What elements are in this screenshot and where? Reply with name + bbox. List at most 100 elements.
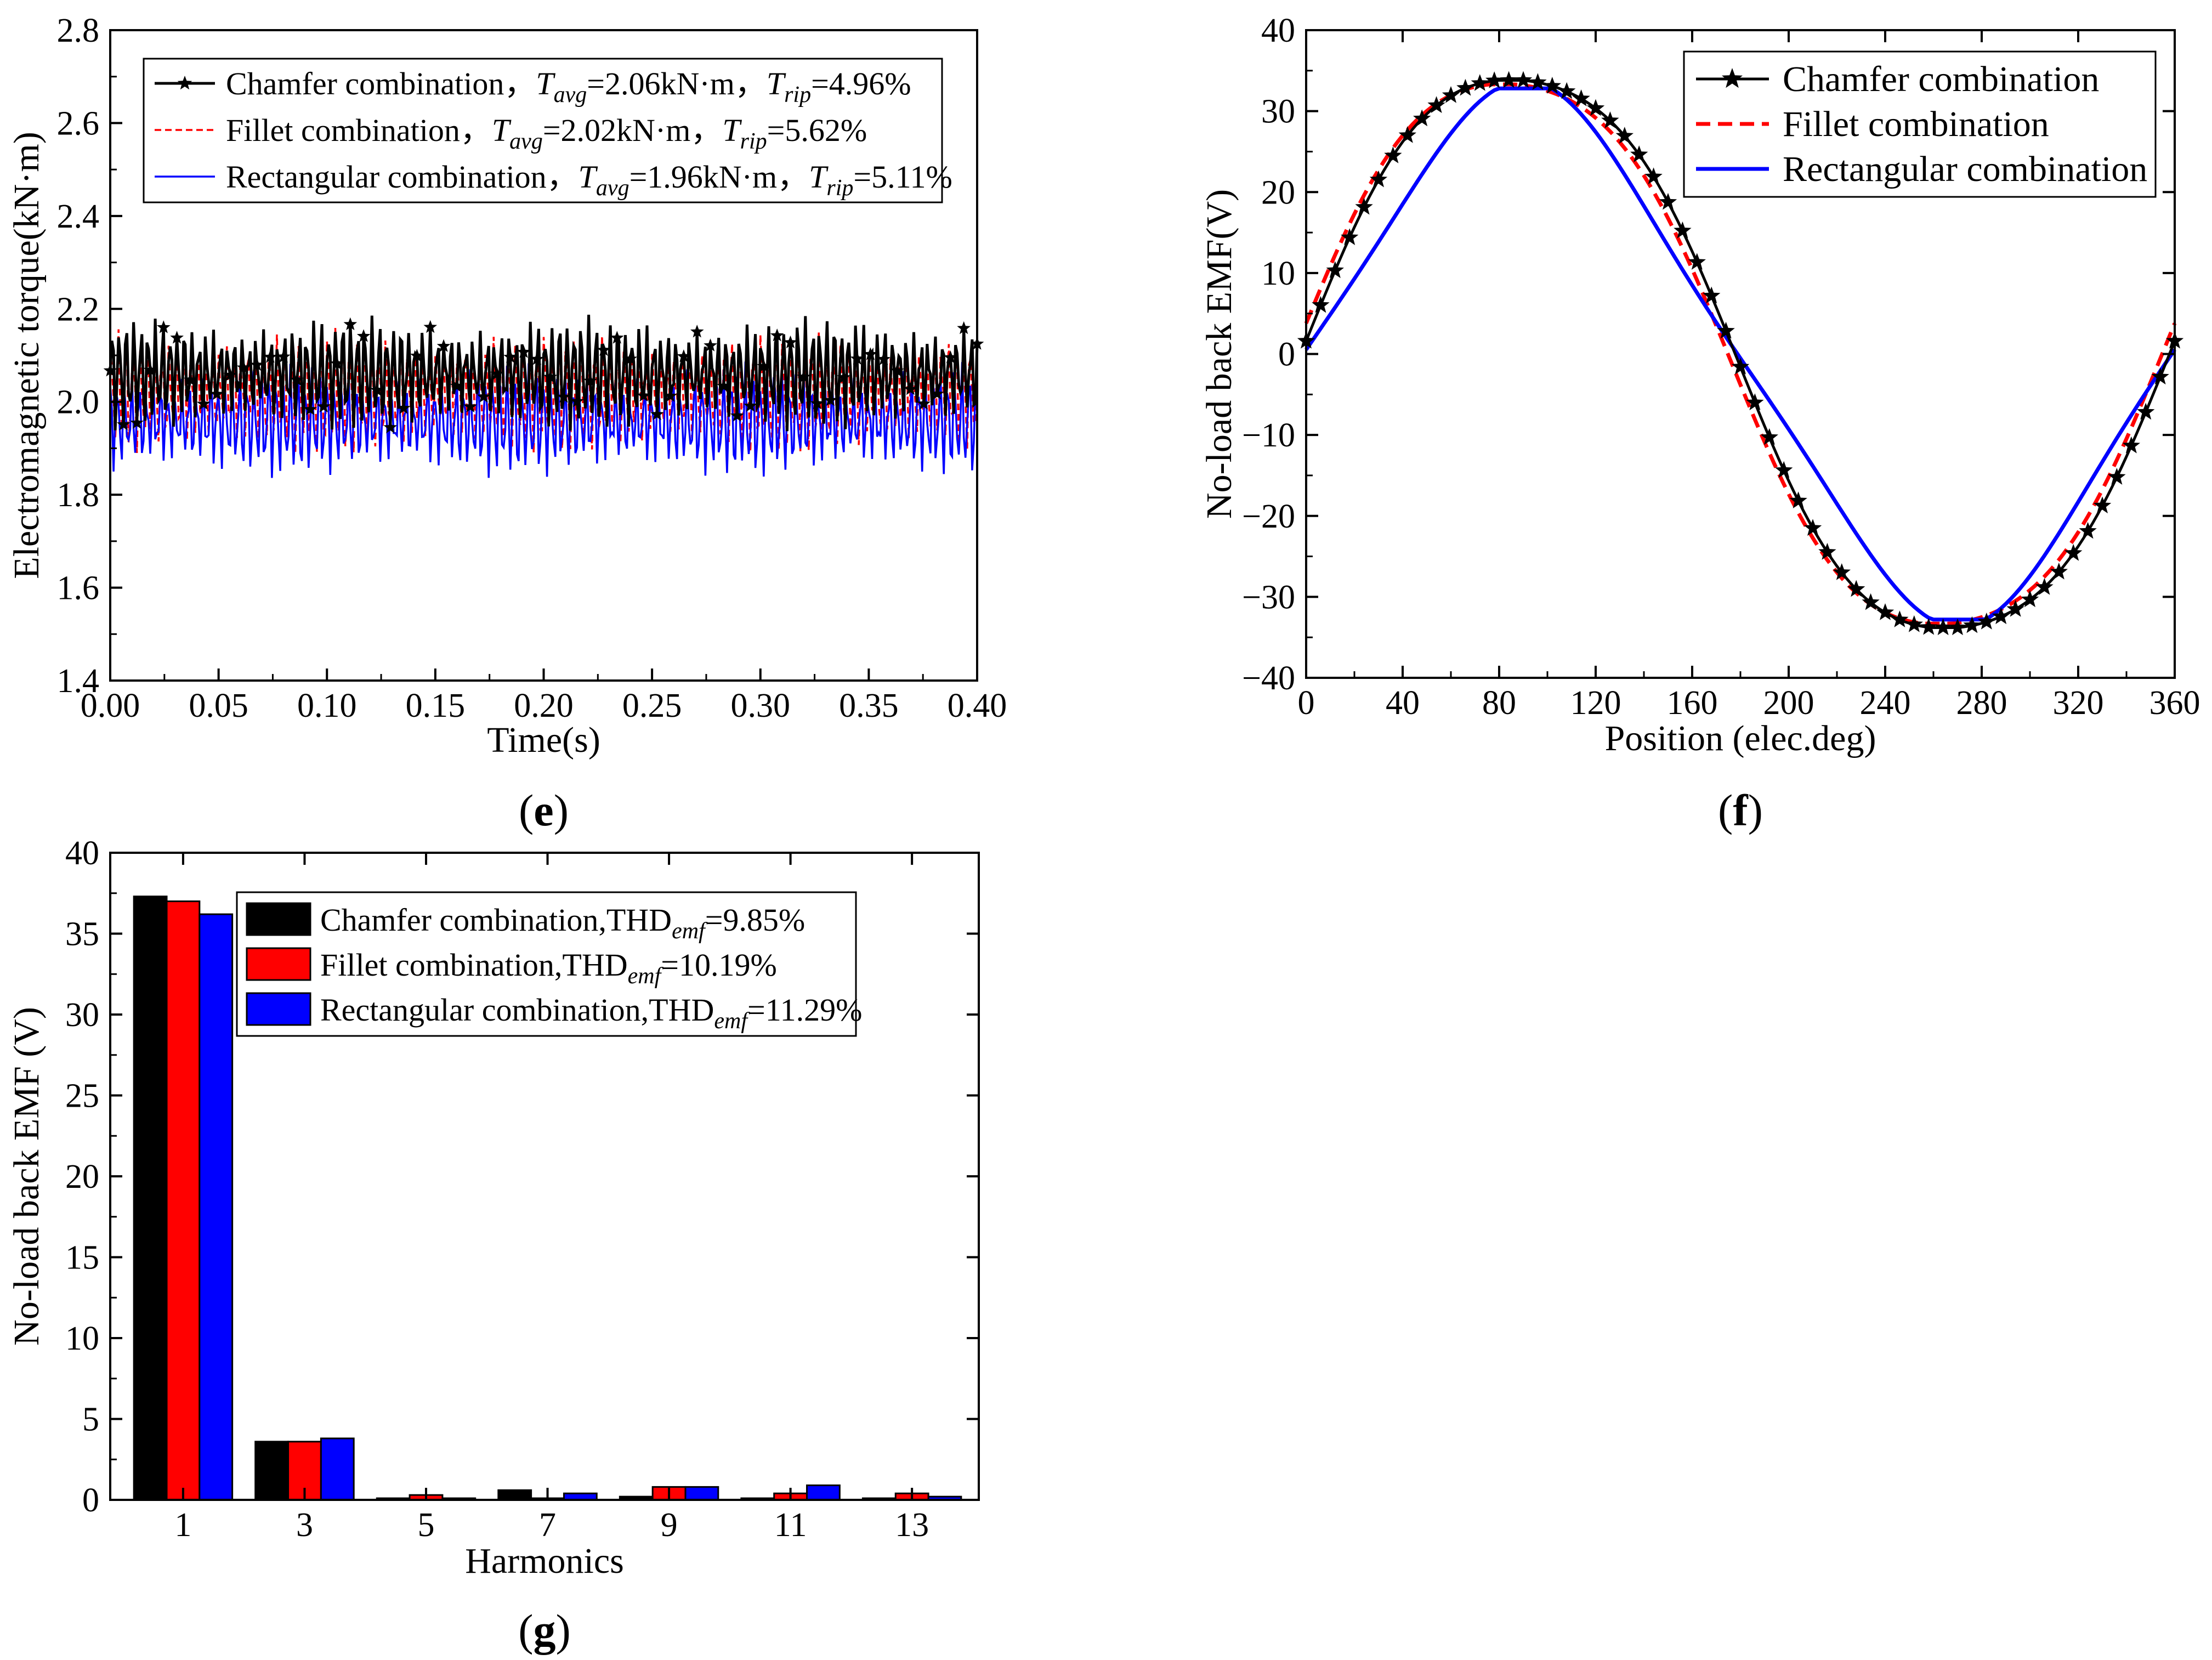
y-tick-label: 0 (82, 1482, 99, 1519)
y-tick-label: −30 (1242, 579, 1295, 616)
series-marker-chamfer (1905, 615, 1923, 632)
legend-series-name: Fillet combination,THD (320, 947, 628, 983)
series-marker-chamfer (1644, 167, 1663, 185)
y-tick-label: 30 (1261, 93, 1295, 131)
y-tick-label: 40 (65, 835, 99, 872)
panel-letter: e (534, 785, 553, 835)
series-marker-chamfer (436, 339, 451, 352)
series-marker-chamfer (2093, 496, 2112, 514)
series-marker-chamfer (637, 388, 651, 402)
x-tick-label: 0.40 (948, 687, 1007, 724)
legend-t-rip: T (722, 112, 742, 148)
series-marker-chamfer (210, 387, 224, 400)
series-marker-chamfer (1891, 610, 1909, 627)
series-marker-chamfer (316, 399, 331, 412)
series-marker-chamfer (1746, 393, 1764, 411)
series-marker-chamfer (1934, 618, 1952, 636)
series-marker-chamfer (170, 331, 184, 344)
series-marker-chamfer (864, 347, 877, 360)
y-tick-label: −40 (1242, 660, 1295, 697)
series-marker-chamfer (1659, 192, 1677, 210)
x-axis-label: Time(s) (487, 720, 600, 760)
series-marker-chamfer (2108, 468, 2126, 485)
legend-series-name: Rectangular combination,THD (320, 992, 714, 1028)
panel-paren-close: ) (554, 785, 569, 835)
legend-thd-sub: emf (672, 919, 708, 944)
series-marker-chamfer (1703, 286, 1721, 304)
series-marker-chamfer (2079, 522, 2097, 539)
legend-thd-value: =10.19% (661, 947, 777, 983)
series-marker-chamfer (1601, 111, 1619, 128)
legend-entry: Chamfer combination,THDemf=9.85% (320, 902, 805, 944)
x-tick-label: 320 (2053, 684, 2104, 722)
panel-letter: f (1733, 785, 1749, 835)
legend-box (236, 891, 857, 1037)
series-marker-chamfer (797, 370, 811, 383)
bar-rectangular-h9 (684, 1486, 719, 1501)
legend-entry: Rectangular combination,THDemf=11.29% (320, 992, 862, 1034)
series-marker-chamfer (1920, 617, 1938, 635)
y-tick-label: 2.8 (57, 12, 100, 49)
series-marker-chamfer (196, 396, 211, 410)
legend-entry: Chamfer combination，Tavg=2.06kN·m，Trip=4… (226, 66, 911, 107)
series-marker-chamfer (717, 379, 731, 392)
series-marker-chamfer (597, 343, 611, 356)
series-marker-chamfer (1558, 82, 1576, 99)
y-tick-label: 15 (65, 1239, 99, 1277)
panel-e-torque-chart: 1.4 1.6 1.8 2.0 2.2 2.4 2.6 2.8 0.00 0.05 0.10 0.15… (7, 12, 1007, 835)
y-axis-label: No-load back EMF (V) (7, 1007, 47, 1346)
y-tick-label: 1.4 (57, 662, 100, 700)
y-axis-label: Electromagnetic torque(kN·m) (7, 132, 47, 579)
panel-letter: g (534, 1605, 556, 1655)
x-tick-label: 0.20 (514, 687, 574, 724)
series-marker-chamfer (117, 417, 131, 430)
series-marker-chamfer (356, 329, 371, 342)
x-tick-label: 0.15 (406, 687, 466, 724)
panel-paren-open: ( (519, 785, 534, 835)
series-marker-chamfer (1326, 261, 1344, 279)
legend-star-marker (1722, 68, 1743, 88)
y-tick-label: −10 (1242, 417, 1295, 454)
series-marker-chamfer (650, 407, 664, 421)
y-tick-label: 1.8 (57, 477, 100, 514)
series-marker-chamfer (1688, 253, 1706, 270)
legend-t-avg: T (492, 112, 512, 148)
x-tick-label: 11 (774, 1506, 807, 1544)
x-tick-label: 7 (539, 1506, 556, 1544)
series-marker-chamfer (1312, 296, 1330, 313)
panel-f-emf-waveform-chart: −40 −30 −20 −10 0 10 20 30 40 0 40 80 120 160 200 240 28… (1199, 12, 2200, 835)
series-marker-chamfer (2151, 367, 2169, 385)
series-marker-chamfer (423, 320, 438, 333)
x-tick-label: 0.35 (839, 687, 899, 724)
series-marker-chamfer (1948, 618, 1967, 636)
series-marker-chamfer (370, 383, 384, 396)
series-marker-chamfer (1760, 428, 1778, 445)
series-marker-chamfer (1818, 542, 1836, 560)
series-marker-chamfer (2006, 600, 2024, 617)
series-marker-chamfer (1717, 321, 1735, 339)
series-marker-chamfer (1586, 99, 1605, 116)
x-tick-label: 80 (1482, 684, 1516, 722)
series-marker-chamfer (1833, 563, 1851, 580)
series-marker-chamfer (1514, 71, 1533, 88)
series-marker-chamfer (383, 420, 398, 434)
x-tick-label: 240 (1860, 684, 1911, 722)
y-tick-label: 2.4 (57, 198, 100, 235)
y-tick-label: 5 (82, 1401, 99, 1438)
x-tick-label: 0.30 (731, 687, 791, 724)
legend-box (143, 58, 943, 203)
series-marker-chamfer (1471, 74, 1489, 91)
legend-star-marker (177, 76, 192, 90)
legend-t-rip: T (767, 66, 786, 101)
legend-thd-sub: emf (714, 1009, 750, 1034)
legend-t-rip-sub: rip (740, 129, 767, 154)
series-marker-chamfer (944, 350, 957, 364)
series-marker-chamfer (477, 389, 491, 403)
panel-paren-close: ) (1748, 785, 1763, 835)
bar-rectangular-h3 (320, 1437, 355, 1501)
y-tick-label: 2.2 (57, 291, 100, 328)
series-marker-chamfer (1529, 73, 1547, 90)
series-marker-chamfer (343, 317, 358, 331)
series-marker-chamfer (290, 372, 304, 386)
